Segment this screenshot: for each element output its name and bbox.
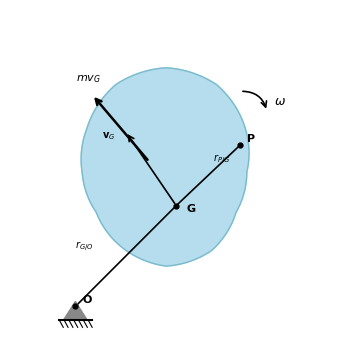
Text: $r_{P/G}$: $r_{P/G}$ (213, 153, 231, 167)
Text: $\omega$: $\omega$ (274, 95, 286, 108)
Text: $r_{G/O}$: $r_{G/O}$ (75, 240, 94, 254)
Text: $mv_G$: $mv_G$ (76, 73, 101, 85)
Text: $\mathbf{v}_G$: $\mathbf{v}_G$ (102, 130, 116, 142)
Text: O: O (82, 295, 92, 305)
Polygon shape (64, 301, 87, 320)
Text: G: G (186, 204, 196, 214)
Text: P: P (247, 134, 255, 144)
Polygon shape (81, 68, 249, 266)
